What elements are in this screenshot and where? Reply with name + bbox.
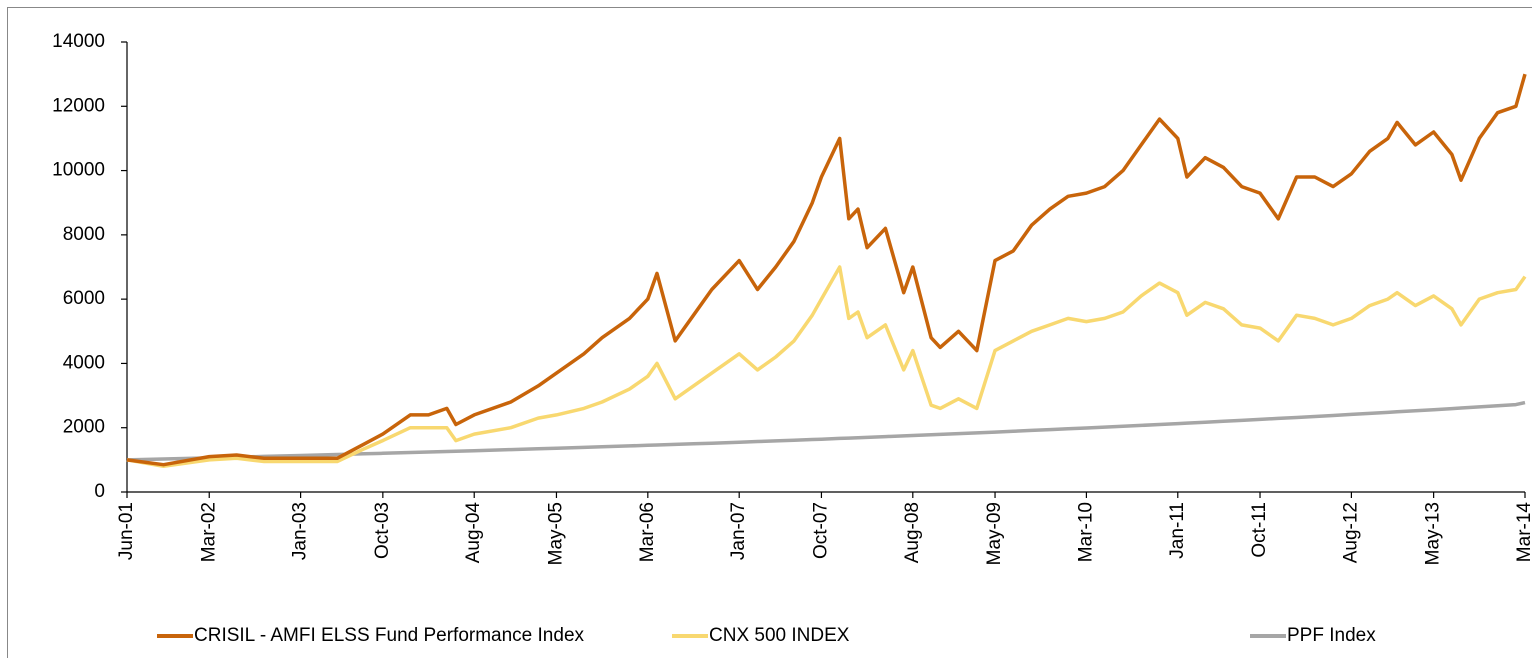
x-tick-label: Aug-04 bbox=[463, 502, 484, 564]
x-tick-label: Oct-03 bbox=[372, 502, 393, 559]
x-tick-label: Oct-07 bbox=[810, 502, 831, 559]
x-tick-label: Jun-01 bbox=[116, 502, 137, 560]
y-tick-label: 6000 bbox=[63, 288, 105, 309]
x-tick-label: Oct-11 bbox=[1249, 502, 1270, 558]
x-tick-label: Jan-03 bbox=[290, 502, 311, 560]
legend-label: CRISIL - AMFI ELSS Fund Performance Inde… bbox=[194, 625, 585, 646]
series-line bbox=[126, 73, 1527, 467]
legend-label: PPF Index bbox=[1287, 625, 1376, 646]
y-tick-label: 4000 bbox=[63, 352, 105, 373]
y-tick-label: 14000 bbox=[52, 31, 105, 52]
x-tick-label: Jan-11 bbox=[1167, 502, 1188, 559]
legend-label: CNX 500 INDEX bbox=[709, 625, 850, 646]
series-line bbox=[126, 265, 1527, 469]
y-tick-label: 10000 bbox=[52, 160, 105, 181]
x-tick-label: Mar-06 bbox=[637, 502, 658, 562]
series-line bbox=[126, 400, 1526, 462]
x-tick-label: May-05 bbox=[545, 502, 566, 565]
x-tick-label: Jan-07 bbox=[728, 502, 749, 560]
y-tick-label: 0 bbox=[94, 481, 105, 502]
y-tick-label: 12000 bbox=[52, 95, 105, 116]
x-tick-label: May-09 bbox=[984, 502, 1005, 565]
x-tick-label: Mar-10 bbox=[1075, 502, 1096, 562]
chart-border bbox=[7, 7, 1532, 658]
x-tick-label: Mar-02 bbox=[198, 502, 219, 562]
x-tick-label: May-13 bbox=[1423, 502, 1444, 565]
x-tick-label: Aug-08 bbox=[902, 502, 923, 563]
y-tick-label: 2000 bbox=[63, 417, 105, 438]
y-tick-label: 8000 bbox=[63, 224, 105, 245]
x-tick-label: Aug-12 bbox=[1340, 502, 1361, 563]
x-tick-label: Mar-14 bbox=[1514, 502, 1532, 563]
